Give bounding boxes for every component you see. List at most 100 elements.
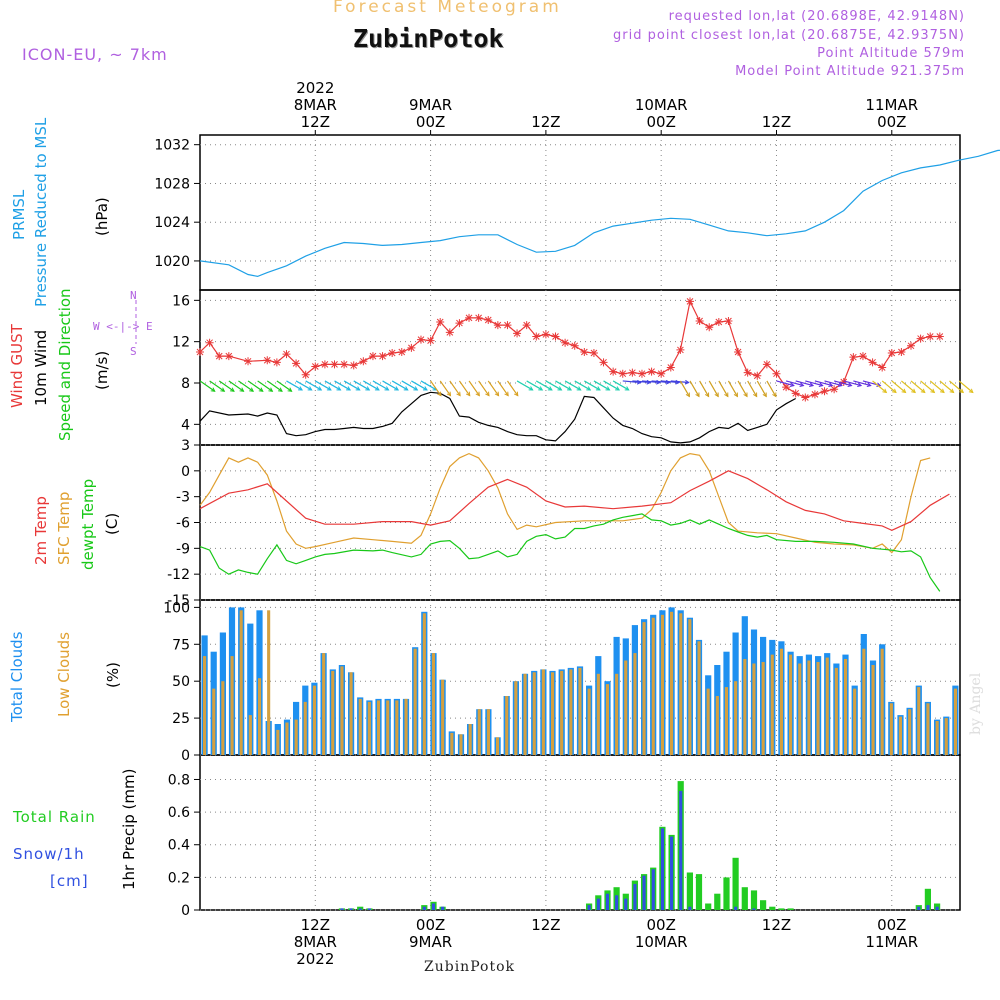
wind-arrow xyxy=(727,380,738,397)
wind-arrow-head xyxy=(624,386,630,391)
wind-arrow-head xyxy=(615,386,621,391)
low-cloud-bar xyxy=(908,709,912,755)
wind-arrow-head xyxy=(538,386,544,391)
low-cloud-bar xyxy=(496,737,500,755)
gust-marker xyxy=(244,357,253,366)
wind-arrow xyxy=(314,380,332,391)
wind-arrow xyxy=(651,380,670,384)
gust-marker xyxy=(782,383,791,392)
wind-arrow-head xyxy=(911,388,916,394)
gust-marker xyxy=(772,369,781,378)
wind-arrow-head xyxy=(437,391,442,397)
snow-bar xyxy=(917,906,921,910)
wind-arrow-head xyxy=(239,387,245,392)
top-time-label: 00Z xyxy=(647,113,676,131)
top-time-label: 12Z xyxy=(301,113,330,131)
wind-gust-line xyxy=(199,299,940,399)
top-time-label: 9MAR xyxy=(409,96,452,114)
snow-bar xyxy=(688,906,692,910)
wind-arrow-head xyxy=(422,386,428,391)
wind-arrow-head xyxy=(277,387,283,392)
wind-arrow-head xyxy=(818,382,824,388)
low-cloud-bar xyxy=(239,610,243,755)
wind-arrow-head xyxy=(968,388,974,394)
gust-marker xyxy=(820,387,829,396)
low-cloud-bar xyxy=(560,670,564,755)
gust-marker xyxy=(570,341,579,350)
snow-bar xyxy=(624,898,628,910)
snow-bar xyxy=(367,908,371,910)
gust-marker xyxy=(455,319,464,328)
wind-arrow xyxy=(689,380,700,397)
wind-arrow xyxy=(612,380,630,391)
gust-marker xyxy=(340,360,349,369)
y-tick-label: 3 xyxy=(181,438,190,454)
wind-arrow xyxy=(564,380,581,391)
wind-arrow xyxy=(286,380,303,391)
bottom-time-label: 9MAR xyxy=(409,933,452,951)
wind-arrow xyxy=(545,380,562,391)
gust-marker xyxy=(522,321,531,330)
gust-marker xyxy=(436,318,445,327)
wind-arrow-head xyxy=(939,388,945,394)
low-cloud-bar xyxy=(230,656,234,755)
low-cloud-bar xyxy=(633,653,637,755)
wind-arrow xyxy=(795,380,814,387)
wind-arrow xyxy=(497,380,509,397)
gust-marker xyxy=(330,360,339,369)
low-cloud-bar xyxy=(953,688,957,755)
low-cloud-bar xyxy=(880,648,884,755)
gust-marker xyxy=(676,345,685,354)
rain-bar xyxy=(778,908,785,910)
low-cloud-bar xyxy=(624,660,628,755)
y-tick-label: 25 xyxy=(172,711,190,727)
wind-arrow xyxy=(401,380,418,391)
y-tick-label: 0 xyxy=(181,464,190,480)
wind-arrow-head xyxy=(799,382,805,388)
top-time-label: 00Z xyxy=(877,113,906,131)
wind-arrow-head xyxy=(704,392,710,398)
gust-marker xyxy=(849,353,858,362)
low-cloud-bar xyxy=(367,701,371,755)
low-cloud-bar xyxy=(798,663,802,755)
y-tick-label: -3 xyxy=(176,490,190,506)
snow-label: Snow/1h xyxy=(13,845,85,863)
panel-frame-4 xyxy=(199,754,961,911)
low-cloud-bar xyxy=(761,662,765,755)
gust-marker xyxy=(599,358,608,367)
top-time-label: 12Z xyxy=(531,113,560,131)
gust-marker xyxy=(378,352,387,361)
wind-arrow xyxy=(468,380,480,397)
y-tick-label: -9 xyxy=(176,541,190,557)
bottom-time-label: 10MAR xyxy=(635,933,688,951)
wind-arrow-head xyxy=(959,388,965,394)
gust-marker xyxy=(743,368,752,377)
wind-arrow-head xyxy=(557,386,563,391)
wind-arrow xyxy=(218,380,235,392)
bottom-time-label: 8MAR xyxy=(294,933,337,951)
low-cloud-bar xyxy=(386,700,390,755)
gust-marker xyxy=(906,341,915,350)
y-tick-label: 0.4 xyxy=(168,838,190,854)
wind-arrow-head xyxy=(876,382,882,388)
low-cloud-bar xyxy=(917,687,921,755)
gust-marker xyxy=(503,321,512,330)
wind-arrow xyxy=(756,380,767,397)
snow-unit-label: [cm] xyxy=(50,872,89,890)
snow-bar xyxy=(642,875,646,910)
low-cloud-bar xyxy=(844,659,848,755)
gust-marker xyxy=(753,371,762,380)
wind-arrow-head xyxy=(809,382,815,388)
snow-bar xyxy=(596,898,600,910)
wind-arrow xyxy=(785,380,804,387)
gust-marker xyxy=(301,370,310,379)
wind-arrow-head xyxy=(494,391,500,397)
wind-arrow xyxy=(843,380,862,387)
y-tick-label: 1032 xyxy=(154,138,190,154)
gust-marker xyxy=(465,313,474,322)
wind-arrow xyxy=(449,380,461,397)
bottom-time-label: 00Z xyxy=(877,916,906,934)
wind-arrow xyxy=(247,380,264,392)
compass-s: S xyxy=(130,345,137,358)
y-tick-label: 0 xyxy=(181,903,190,919)
